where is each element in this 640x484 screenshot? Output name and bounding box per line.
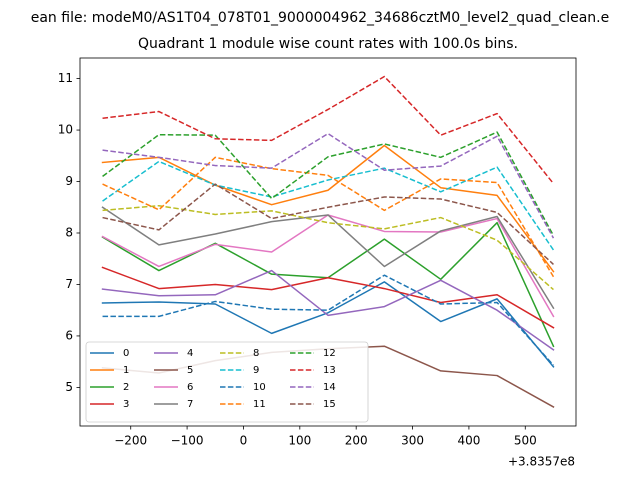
- series-line-14: [102, 132, 555, 239]
- x-tick-label: 0: [240, 434, 248, 448]
- series-line-10: [102, 274, 555, 366]
- x-axis-offset-label: +3.8357e8: [508, 455, 575, 469]
- legend-label-11: 11: [253, 399, 266, 410]
- legend-label-14: 14: [323, 382, 336, 393]
- legend-label-9: 9: [253, 365, 259, 376]
- series-line-8: [102, 204, 554, 291]
- y-tick-label: 9: [65, 174, 73, 188]
- y-tick-label: 8: [65, 225, 73, 239]
- legend-label-2: 2: [123, 382, 129, 393]
- x-tick-label: 400: [457, 434, 480, 448]
- legend-label-7: 7: [187, 399, 193, 410]
- series-line-13: [102, 75, 555, 185]
- chart-title: Quadrant 1 module wise count rates with …: [138, 36, 518, 52]
- y-tick-label: 10: [58, 123, 73, 137]
- y-tick-label: 11: [58, 71, 73, 85]
- series-line-11: [102, 156, 555, 278]
- series-layer: [101, 75, 555, 408]
- x-tick-label: −200: [114, 434, 147, 448]
- y-tick-label: 5: [65, 380, 73, 394]
- series-line-1: [101, 144, 555, 273]
- legend-label-1: 1: [123, 365, 129, 376]
- series-line-0: [101, 281, 555, 368]
- legend-label-15: 15: [323, 399, 336, 410]
- y-tick-label: 6: [65, 328, 73, 342]
- y-tick-label: 7: [65, 277, 73, 291]
- legend-label-0: 0: [123, 348, 129, 359]
- x-tick-label: 300: [401, 434, 424, 448]
- legend-label-3: 3: [123, 399, 129, 410]
- figure-suptitle: ean file: modeM0/AS1T04_078T01_900000496…: [31, 10, 610, 26]
- legend-label-8: 8: [253, 348, 259, 359]
- plot-frame: [79, 57, 577, 427]
- legend-label-5: 5: [187, 365, 193, 376]
- legend-label-4: 4: [187, 348, 193, 359]
- series-line-7: [101, 206, 555, 310]
- series-line-15: [102, 183, 554, 265]
- legend-label-12: 12: [323, 348, 336, 359]
- series-line-9: [102, 160, 555, 251]
- x-tick-label: 500: [514, 434, 537, 448]
- legend-label-13: 13: [323, 365, 336, 376]
- series-line-4: [101, 269, 555, 351]
- x-tick-label: −100: [171, 434, 204, 448]
- legend-label-6: 6: [187, 382, 193, 393]
- legend-box: [85, 341, 369, 423]
- x-tick-label: 200: [345, 434, 368, 448]
- legend-label-10: 10: [253, 382, 266, 393]
- x-tick-label: 100: [288, 434, 311, 448]
- series-line-3: [101, 266, 555, 329]
- series-line-12: [102, 131, 555, 236]
